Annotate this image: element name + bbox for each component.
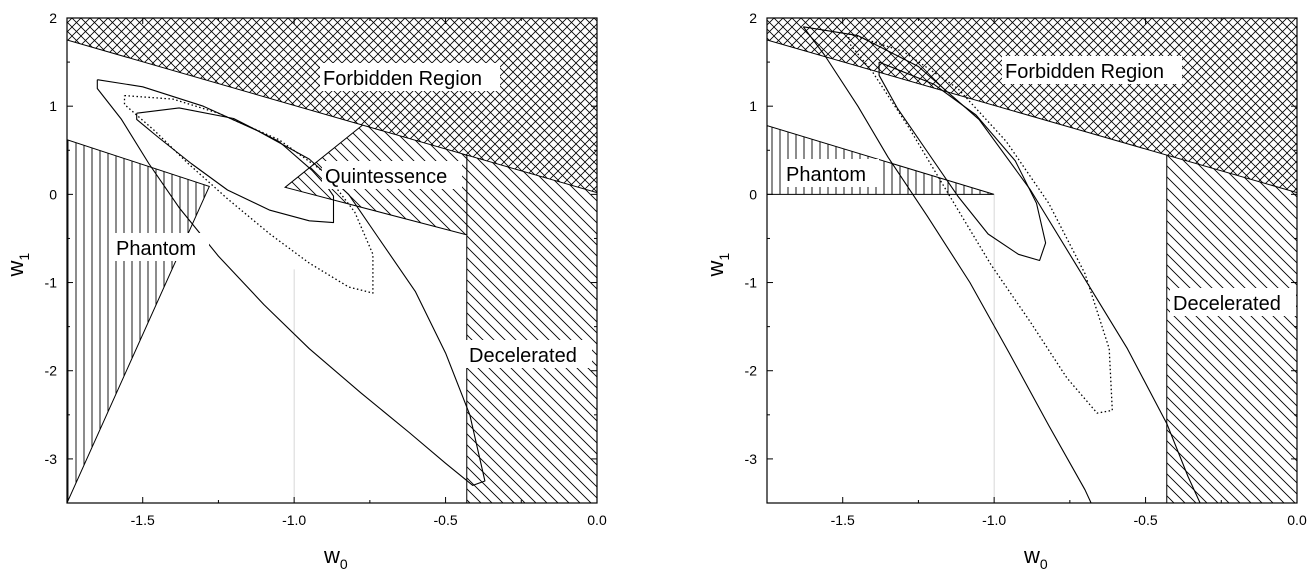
x-tick-label: -1.5 (831, 512, 855, 528)
svg-text:Forbidden Region: Forbidden Region (1005, 61, 1164, 83)
y-tick-label: -2 (45, 363, 58, 379)
phantom-region (67, 139, 210, 503)
y-tick-label: -3 (745, 451, 758, 467)
forbidden-region (67, 18, 597, 194)
plot-area (767, 18, 1297, 503)
phantom-label: Phantom (113, 233, 209, 261)
y-tick-label: -3 (45, 451, 58, 467)
x-tick-label: -1.5 (131, 512, 155, 528)
confidence-contour-2 (848, 33, 1113, 414)
plot-frame (66, 17, 598, 504)
plot-frame (766, 17, 1298, 504)
svg-text:Phantom: Phantom (116, 238, 196, 260)
x-tick-label: -0.5 (1134, 512, 1158, 528)
y-tick-label: 2 (49, 10, 57, 26)
decelerated-label: Decelerated (1170, 288, 1296, 316)
forbidden-label: Forbidden Region (1002, 56, 1182, 84)
confidence-contour-3 (96, 79, 486, 486)
y-tick-label: 1 (49, 98, 57, 114)
svg-text:Phantom: Phantom (786, 164, 866, 186)
decelerated-label: Decelerated (466, 340, 592, 368)
quintessence-label: Quintessence (322, 161, 462, 189)
svg-text:Forbidden Region: Forbidden Region (323, 68, 482, 90)
svg-text:Decelerated: Decelerated (1173, 293, 1281, 315)
x-tick-label: -0.5 (434, 512, 458, 528)
phantom-label: Phantom (783, 159, 879, 187)
x-tick-label: 0.0 (1287, 512, 1307, 528)
svg-text:Decelerated: Decelerated (469, 345, 577, 367)
x-axis-title: w0 (323, 543, 348, 572)
confidence-contour-4 (802, 26, 1092, 503)
y-axis-title: w1 (703, 253, 732, 278)
confidence-contour-3 (803, 26, 1201, 503)
x-tick-label: 0.0 (587, 512, 607, 528)
y-tick-label: 1 (749, 98, 757, 114)
svg-text:Quintessence: Quintessence (325, 166, 447, 188)
x-tick-label: -1.0 (982, 512, 1006, 528)
y-tick-label: 0 (749, 186, 757, 202)
y-tick-label: -1 (45, 275, 58, 291)
x-tick-label: -1.0 (282, 512, 306, 528)
forbidden-label: Forbidden Region (320, 63, 500, 91)
y-axis-title: w1 (3, 253, 32, 278)
left-panel: Forbidden Region Quintessence Phantom Decel… (3, 10, 607, 572)
confidence-contour-1 (878, 61, 1047, 262)
y-tick-label: 2 (749, 10, 757, 26)
x-axis-title: w0 (1023, 543, 1048, 572)
y-tick-label: -2 (745, 363, 758, 379)
y-tick-label: -1 (745, 275, 758, 291)
right-panel: Forbidden Region Phantom Decelerated -1.5 -1… (703, 10, 1307, 572)
plot-area (67, 18, 597, 503)
y-tick-label: 0 (49, 186, 57, 202)
